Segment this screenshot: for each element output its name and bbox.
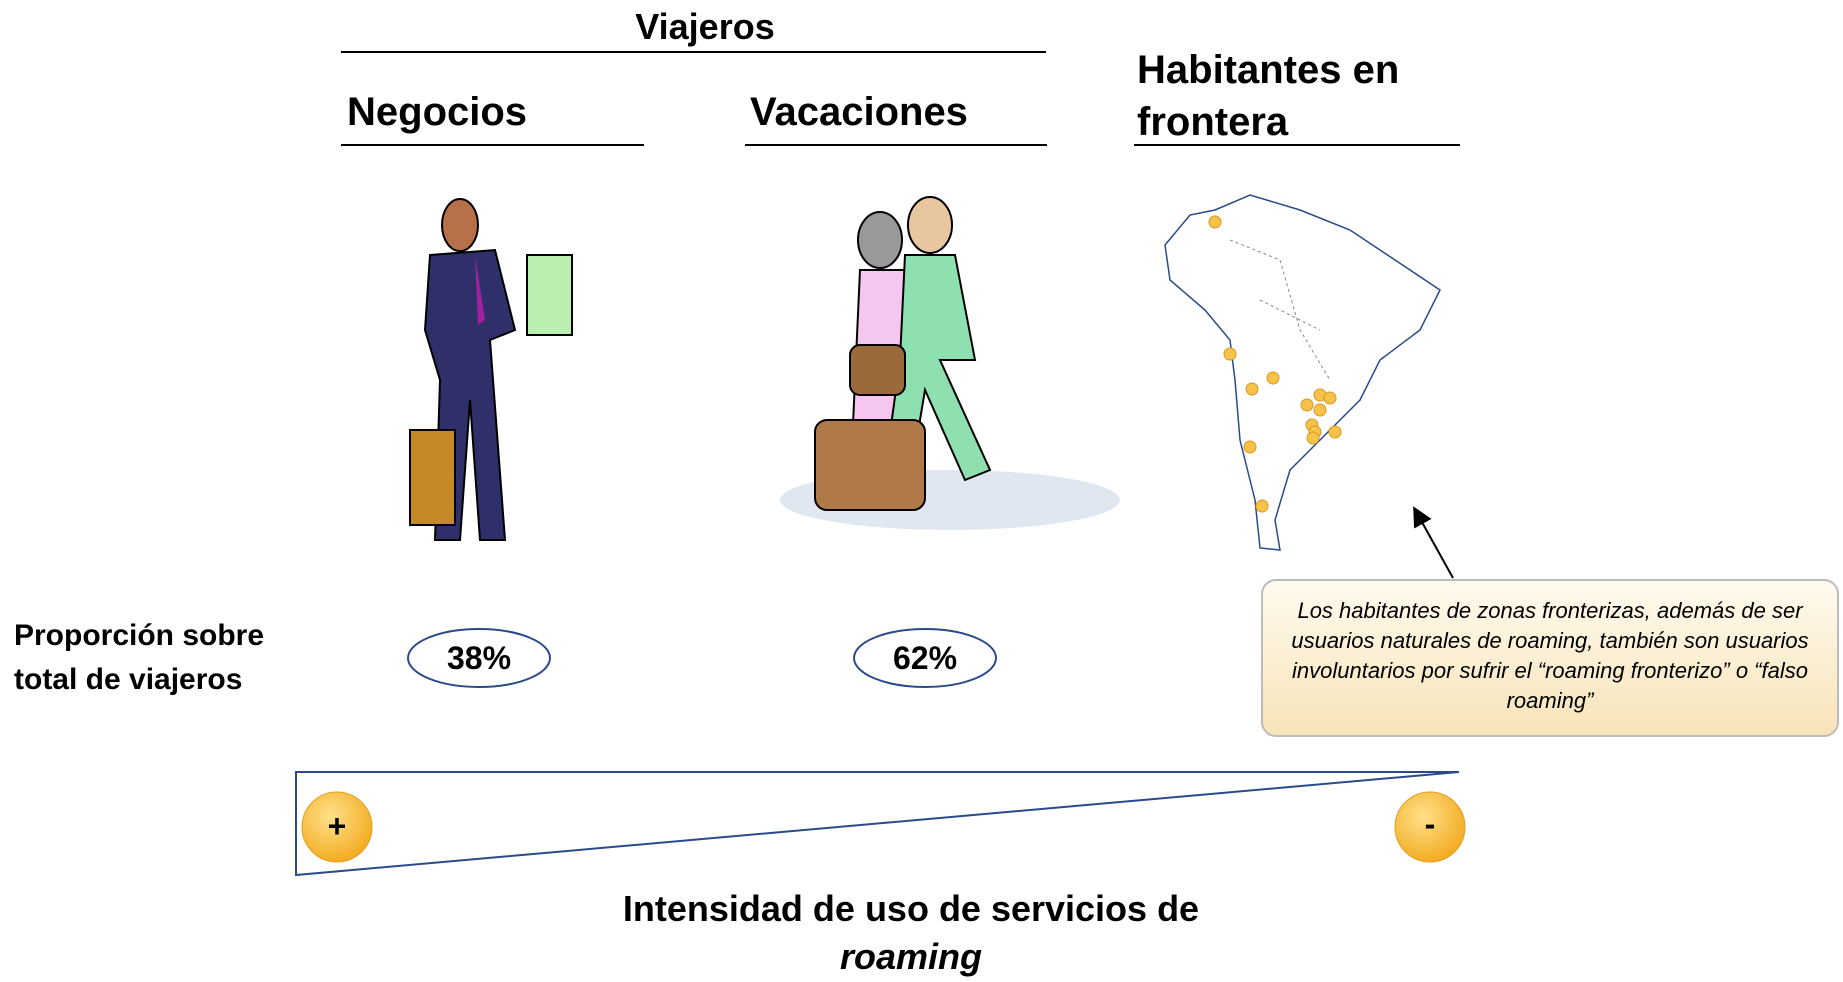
- group-title: Viajeros: [635, 6, 775, 47]
- minus-sign: -: [1424, 806, 1436, 842]
- intensity-wedge: [295, 771, 1460, 877]
- map-clipart: [1164, 194, 1441, 551]
- minus-badge: [1394, 791, 1466, 863]
- businessman-clipart: [409, 198, 573, 541]
- row-label: Proporción sobre total de viajeros: [14, 619, 265, 696]
- plus-sign: +: [327, 808, 347, 844]
- arrow: [1413, 506, 1454, 579]
- column-label: Vacaciones: [750, 90, 968, 134]
- proportion: 38%: [446, 640, 512, 676]
- proportion: 62%: [892, 640, 958, 676]
- callout-box: [1261, 579, 1839, 737]
- column-label: Negocios: [347, 90, 528, 134]
- value-oval: [407, 628, 551, 688]
- column-label: Habitantes en frontera: [1137, 48, 1400, 144]
- travelers-clipart: [780, 196, 1120, 530]
- plus-badge: [301, 791, 373, 863]
- callout-text: Los habitantes de zonas fronterizas, ade…: [1291, 598, 1809, 713]
- value-oval: [853, 628, 997, 688]
- scale-caption: Intensidad de uso de servicios de: [622, 888, 1200, 929]
- scale-caption-italic: roaming: [839, 936, 982, 977]
